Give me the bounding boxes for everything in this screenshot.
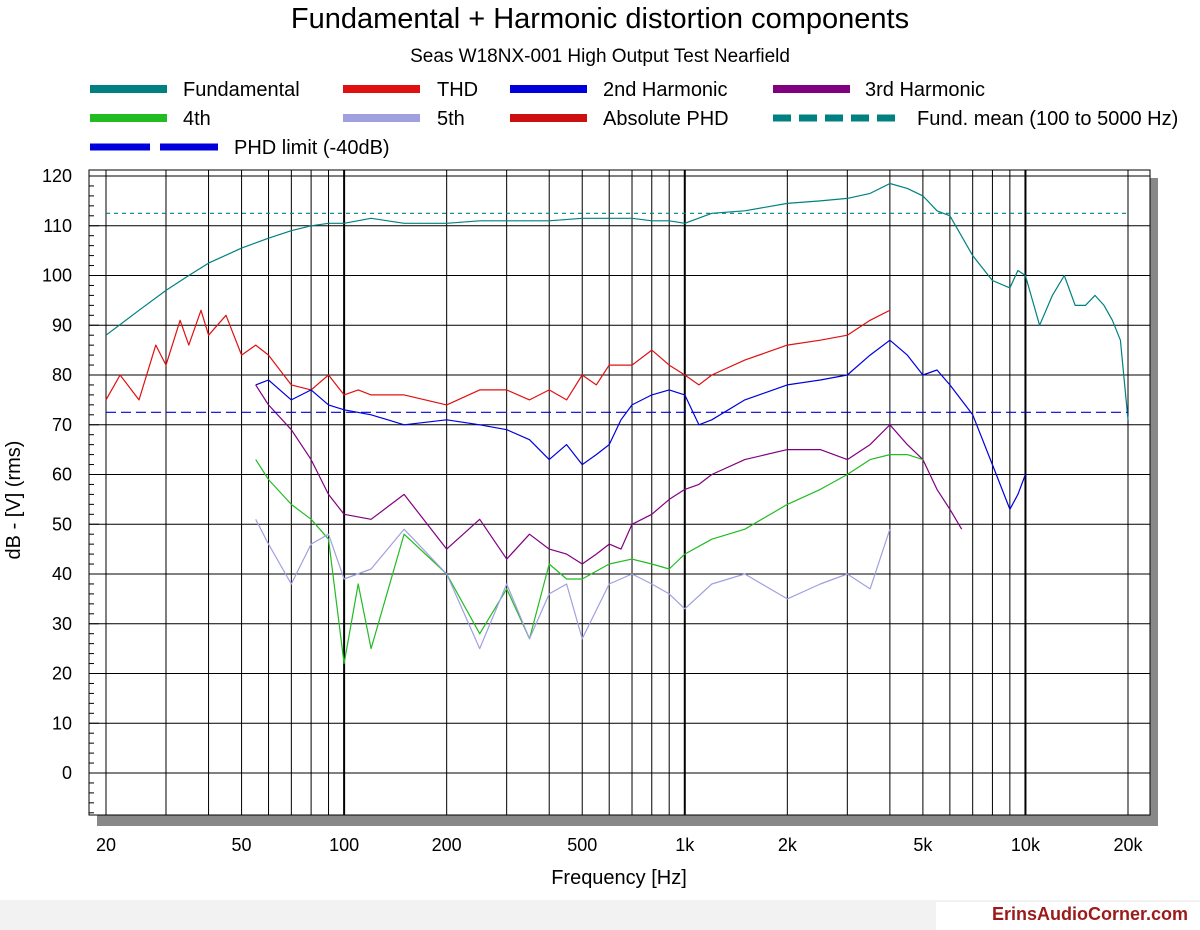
- legend-item: Fundamental: [90, 79, 300, 101]
- legend-item: 4th: [90, 108, 211, 130]
- legend-item: 5th: [343, 108, 465, 130]
- y-tick-label: 110: [43, 216, 72, 236]
- legend-swatch: [510, 114, 587, 122]
- y-axis-label: dB - [V] (rms): [3, 441, 25, 560]
- x-tick-label: 5k: [913, 835, 933, 855]
- axis-ticks: 0 10 20 30 40 50 60 70 80 90 100 110 120 20 50 100 200 50…: [42, 166, 1144, 855]
- y-tick-label: 50: [52, 514, 72, 534]
- x-tick-label: 2k: [778, 835, 798, 855]
- legend-label: 3rd Harmonic: [865, 79, 985, 101]
- chart-title: Fundamental + Harmonic distortion compon…: [291, 3, 909, 35]
- legend-label: THD: [437, 79, 478, 101]
- legend-item: Fund. mean (100 to 5000 Hz): [773, 108, 1178, 130]
- series-4th: [255, 454, 924, 665]
- legend-item: PHD limit (-40dB): [90, 137, 390, 159]
- legend: Fundamental THD 2nd Harmonic 3rd Harmonic 4t…: [90, 79, 1178, 159]
- legend-swatch: [90, 85, 167, 93]
- chart-subtitle: Seas W18NX-001 High Output Test Nearfiel…: [410, 46, 790, 67]
- legend-label: 5th: [437, 108, 465, 130]
- y-tick-label: 90: [52, 315, 72, 335]
- legend-label: 2nd Harmonic: [603, 79, 728, 101]
- series-5th: [255, 519, 891, 650]
- x-tick-label: 1k: [675, 835, 695, 855]
- legend-swatch: [773, 85, 850, 93]
- series-group: [105, 182, 1129, 665]
- x-tick-label: 10k: [1011, 835, 1041, 855]
- legend-swatch: [343, 85, 420, 93]
- y-tick-label: 20: [52, 664, 72, 684]
- x-tick-label: 200: [432, 835, 462, 855]
- site-credit: ErinsAudioCorner.com: [991, 904, 1188, 924]
- y-tick-label: 0: [62, 763, 72, 783]
- series-fundamental: [105, 182, 1129, 420]
- legend-label: Fundamental: [183, 79, 300, 101]
- y-tick-label: 100: [42, 266, 72, 286]
- legend-item: THD: [343, 79, 478, 101]
- series-3rd-harmonic: [255, 384, 963, 565]
- legend-item: 3rd Harmonic: [773, 79, 985, 101]
- legend-swatch: [90, 114, 167, 122]
- series-2nd-harmonic: [255, 339, 1026, 510]
- legend-label: 4th: [183, 108, 211, 130]
- legend-swatch: [343, 114, 420, 122]
- x-tick-label: 500: [567, 835, 597, 855]
- y-tick-label: 60: [52, 465, 72, 485]
- x-tick-label: 50: [232, 835, 252, 855]
- legend-swatch: [510, 85, 587, 93]
- legend-label: PHD limit (-40dB): [234, 137, 390, 159]
- legend-item: 2nd Harmonic: [510, 79, 728, 101]
- legend-item: Absolute PHD: [510, 108, 729, 130]
- x-tick-label: 20: [96, 835, 116, 855]
- x-tick-label: 100: [329, 835, 359, 855]
- series-thd: [105, 309, 891, 406]
- y-tick-label: 80: [52, 365, 72, 385]
- legend-label: Absolute PHD: [603, 108, 729, 130]
- legend-label: Fund. mean (100 to 5000 Hz): [917, 108, 1178, 130]
- footer-card: [936, 902, 1200, 930]
- y-tick-label: 10: [52, 713, 72, 733]
- y-tick-label: 30: [52, 614, 72, 634]
- y-tick-label: 40: [52, 564, 72, 584]
- y-tick-label: 70: [52, 415, 72, 435]
- x-axis-label: Frequency [Hz]: [551, 867, 687, 889]
- x-tick-label: 20k: [1113, 835, 1143, 855]
- y-tick-label: 120: [42, 166, 72, 186]
- plot-area: [88, 169, 1151, 816]
